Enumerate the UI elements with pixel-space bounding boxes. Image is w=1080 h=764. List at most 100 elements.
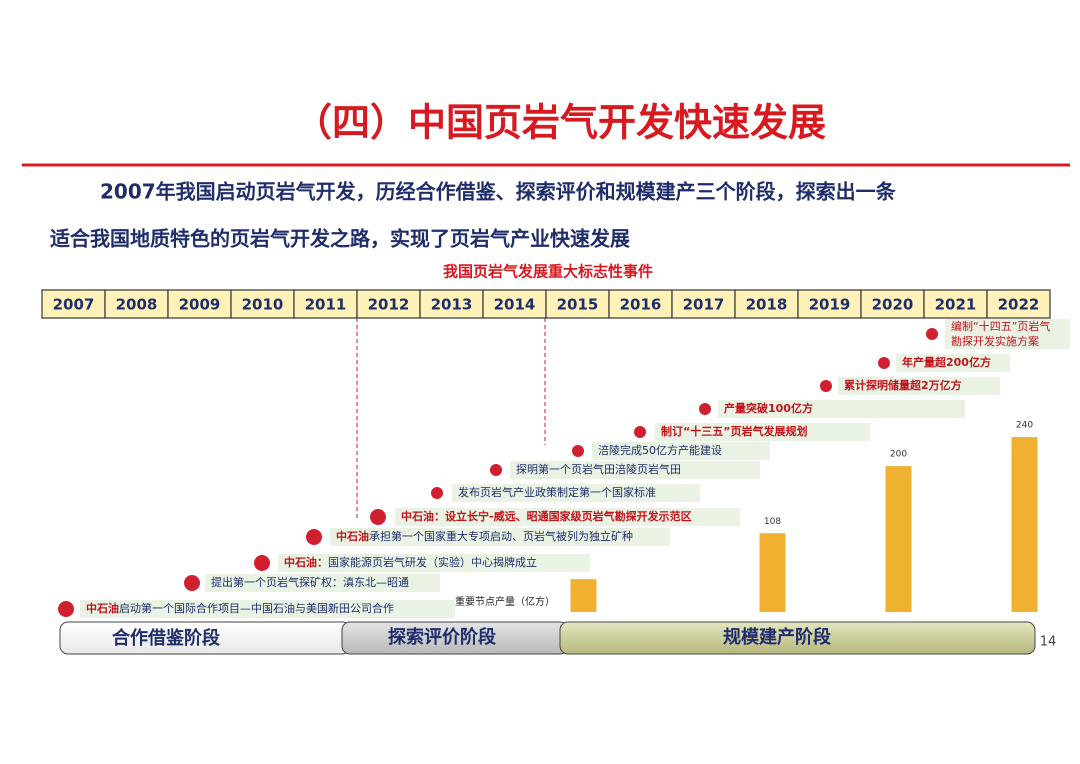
bar-value-label: 240 bbox=[1016, 421, 1033, 431]
event-text: 中石油承担第一个国家重大专项启动、页岩气被列为独立矿种 bbox=[336, 529, 633, 543]
year-cell bbox=[734, 289, 799, 319]
year-cell bbox=[230, 289, 295, 319]
event-highlight: 中石油： bbox=[284, 555, 328, 569]
event-text: 中石油：设立长宁-威远、昭通国家级页岩气勘探开发示范区 bbox=[401, 509, 692, 523]
bar bbox=[759, 533, 786, 612]
event-text: 中石油：国家能源页岩气研发（实验）中心揭牌成立 bbox=[284, 555, 537, 569]
event-text: 制订“十三五”页岩气发展规划 bbox=[661, 424, 807, 438]
year-label: 2008 bbox=[116, 296, 158, 314]
event-dot bbox=[58, 601, 74, 617]
event-dot bbox=[306, 529, 322, 545]
event-detail: 国家能源页岩气研发（实验）中心揭牌成立 bbox=[328, 555, 537, 569]
year-label: 2012 bbox=[368, 296, 410, 314]
page-number: 14 bbox=[1040, 635, 1057, 650]
year-label: 2013 bbox=[431, 296, 473, 314]
year-label: 2022 bbox=[998, 296, 1040, 314]
event-dot bbox=[634, 426, 646, 438]
year-cell bbox=[419, 289, 484, 319]
year-label: 2017 bbox=[683, 296, 725, 314]
event-dot bbox=[699, 403, 711, 415]
stage-bar: 合作借鉴阶段 探索评价阶段 规模建产阶段 bbox=[59, 621, 1036, 655]
event-text: 编制“十四五”页岩气勘探开发实施方案 bbox=[951, 319, 1050, 348]
bar bbox=[570, 579, 597, 612]
event-dot bbox=[431, 487, 443, 499]
year-label: 2010 bbox=[242, 296, 284, 314]
year-label: 2016 bbox=[620, 296, 662, 314]
year-label: 2019 bbox=[809, 296, 851, 314]
bar-value-label: 200 bbox=[890, 450, 907, 460]
slide-title: （四）中国页岩气开发快速发展 bbox=[294, 101, 826, 145]
event-box bbox=[655, 423, 870, 441]
year-label: 2011 bbox=[305, 296, 347, 314]
event-dot bbox=[926, 328, 938, 340]
event-dot bbox=[370, 509, 386, 525]
event-text: 中石油启动第一个国际合作项目—中国石油与美国新田公司合作 bbox=[86, 601, 394, 615]
stage-label: 探索评价阶段 bbox=[388, 626, 497, 648]
year-cell bbox=[167, 289, 232, 319]
event-box bbox=[838, 377, 1000, 395]
year-cell bbox=[608, 289, 673, 319]
event-detail: 启动第一个国际合作项目—中国石油与美国新田公司合作 bbox=[119, 601, 394, 615]
event-box bbox=[80, 600, 455, 618]
event-box bbox=[945, 319, 1070, 349]
event-highlight: 中石油：设立长宁-威远、昭通国家级页岩气勘探开发示范区 bbox=[401, 509, 692, 523]
event-text: 产量突破100亿方 bbox=[724, 401, 813, 415]
bar-value-label: 108 bbox=[764, 517, 781, 527]
event-dot bbox=[820, 380, 832, 392]
event-detail: 承担第一个国家重大专项启动、页岩气被列为独立矿种 bbox=[369, 529, 633, 543]
stage-label: 规模建产阶段 bbox=[723, 626, 832, 648]
intro-line: 2007年我国启动页岩气开发，历经合作借鉴、探索评价和规模建产三个阶段，探索出一… bbox=[100, 180, 897, 204]
year-label: 2021 bbox=[935, 296, 977, 314]
year-cell bbox=[356, 289, 421, 319]
year-cell bbox=[923, 289, 988, 319]
year-label: 2015 bbox=[557, 296, 599, 314]
bar bbox=[885, 466, 912, 612]
event-box bbox=[278, 554, 590, 572]
event-box bbox=[452, 484, 700, 502]
event-detail: 提出第一个页岩气探矿权：滇东北—昭通 bbox=[211, 575, 409, 589]
event-box bbox=[896, 354, 1010, 372]
event-text-line: 编制“十四五”页岩气 bbox=[951, 319, 1050, 333]
event-box bbox=[330, 528, 670, 546]
year-label: 2018 bbox=[746, 296, 788, 314]
event-highlight: 中石油 bbox=[336, 529, 369, 543]
event-dot bbox=[572, 445, 584, 457]
event-box bbox=[718, 400, 965, 418]
stage-label: 合作借鉴阶段 bbox=[112, 627, 221, 649]
event-highlight: 制订“十三五”页岩气发展规划 bbox=[661, 424, 807, 438]
year-cell bbox=[986, 289, 1051, 319]
event-box bbox=[510, 461, 760, 479]
event-highlight: 年产量超200亿方 bbox=[902, 355, 991, 369]
year-label: 2007 bbox=[53, 296, 95, 314]
event-text: 提出第一个页岩气探矿权：滇东北—昭通 bbox=[211, 575, 409, 589]
event-dot bbox=[490, 464, 502, 476]
event-text: 年产量超200亿方 bbox=[902, 355, 991, 369]
event-text: 累计探明储量超2万亿方 bbox=[844, 378, 962, 392]
event-text: 探明第一个页岩气田涪陵页岩气田 bbox=[516, 462, 681, 476]
bar bbox=[1011, 437, 1038, 612]
year-cell bbox=[104, 289, 169, 319]
stage-segment bbox=[559, 621, 1036, 655]
event-detail: 发布页岩气产业政策制定第一个国家标准 bbox=[458, 485, 656, 499]
timeline-title: 我国页岩气发展重大标志性事件 bbox=[443, 263, 653, 281]
intro-line: 适合我国地质特色的页岩气开发之路，实现了页岩气产业快速发展 bbox=[50, 227, 630, 251]
event-dot bbox=[184, 575, 200, 591]
year-label: 2009 bbox=[179, 296, 221, 314]
event-highlight: 累计探明储量超2万亿方 bbox=[844, 378, 962, 392]
event-box bbox=[395, 508, 740, 526]
event-dot bbox=[254, 555, 270, 571]
event-dot bbox=[878, 357, 890, 369]
year-label: 2014 bbox=[494, 296, 536, 314]
year-label: 2020 bbox=[872, 296, 914, 314]
event-text-line: 勘探开发实施方案 bbox=[951, 334, 1039, 348]
event-box bbox=[205, 574, 440, 592]
chart-title: 重要节点产量（亿方） bbox=[455, 595, 555, 608]
year-cell bbox=[860, 289, 925, 319]
year-cell bbox=[293, 289, 358, 319]
event-text: 发布页岩气产业政策制定第一个国家标准 bbox=[458, 485, 656, 499]
event-detail: 涪陵完成50亿方产能建设 bbox=[598, 443, 722, 457]
event-highlight: 产量突破100亿方 bbox=[724, 401, 813, 415]
event-highlight: 中石油 bbox=[86, 601, 119, 615]
event-box bbox=[592, 442, 770, 460]
